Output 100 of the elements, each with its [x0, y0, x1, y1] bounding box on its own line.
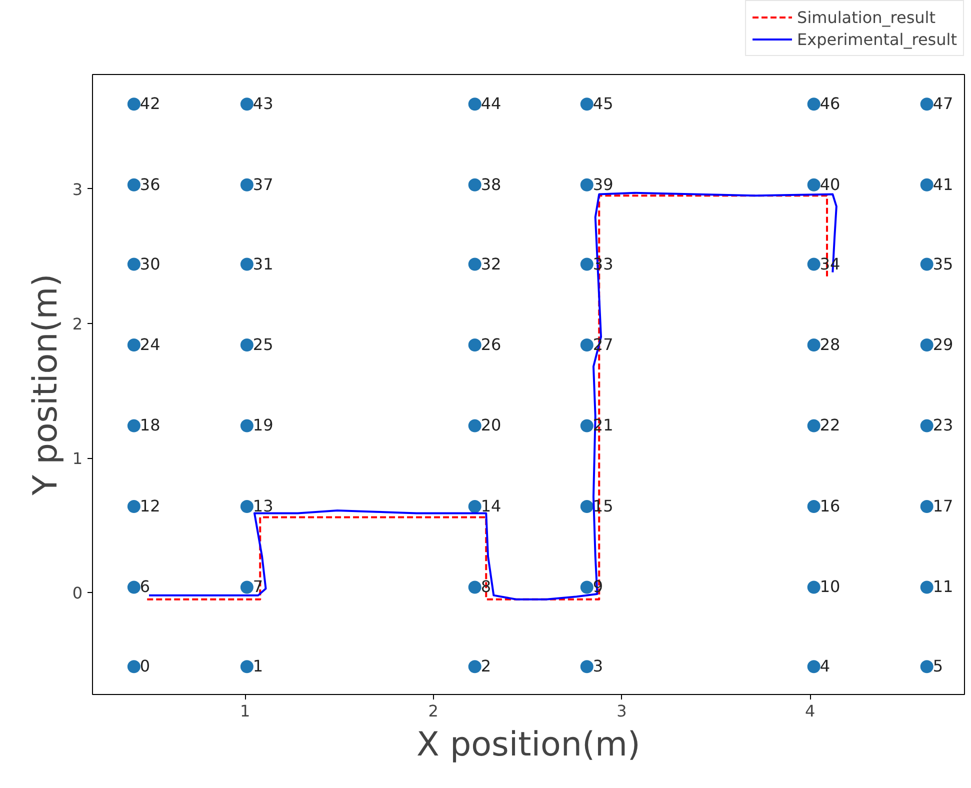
annotation: 28 [820, 335, 840, 354]
annotation: 17 [932, 496, 954, 516]
annotation: 5 [932, 656, 944, 676]
annotation: 44 [480, 94, 502, 114]
legend-label: Simulation_result [797, 8, 936, 26]
point [240, 500, 254, 513]
annotation: 46 [820, 94, 840, 114]
point [468, 660, 482, 674]
point [807, 258, 820, 271]
x-tick-label: 2 [428, 702, 438, 720]
annotation: 43 [252, 94, 274, 114]
annotation: 7 [252, 577, 264, 596]
x-tick-label: 4 [804, 702, 816, 720]
point [468, 258, 482, 271]
point [127, 258, 140, 271]
point [468, 98, 482, 111]
annotation: 0 [140, 656, 150, 676]
point [920, 660, 934, 674]
annotation: 10 [820, 577, 840, 596]
y-tick-label: 1 [72, 449, 83, 468]
annotation: 32 [480, 254, 502, 274]
point [920, 258, 934, 271]
point [920, 580, 934, 594]
point [807, 660, 820, 674]
point [240, 98, 254, 111]
point [920, 98, 934, 111]
annotation: 47 [932, 94, 954, 114]
point [127, 660, 140, 674]
annotation: 8 [480, 577, 492, 596]
annotation: 25 [252, 335, 274, 354]
point [240, 178, 254, 192]
legend-label: Experimental_result [797, 30, 957, 48]
annotation: 19 [252, 416, 274, 435]
point [920, 419, 934, 432]
annotation: 3 [592, 656, 604, 676]
x-axis-title: X position(m) [416, 724, 640, 764]
annotation: 36 [140, 174, 160, 194]
annotation: 22 [820, 416, 840, 435]
point [468, 178, 482, 192]
annotation: 14 [480, 496, 502, 516]
annotation: 1 [252, 656, 264, 676]
point [468, 419, 482, 432]
point [127, 580, 140, 594]
annotation: 31 [252, 254, 274, 274]
annotation: 41 [932, 174, 954, 194]
y-tick-label: 0 [72, 584, 83, 603]
point [468, 580, 482, 594]
point [920, 500, 934, 513]
point [920, 338, 934, 352]
annotation: 6 [140, 577, 150, 596]
point [240, 580, 254, 594]
point [920, 178, 934, 192]
point [807, 419, 820, 432]
point [807, 338, 820, 352]
point [807, 500, 820, 513]
point [807, 178, 820, 192]
point [807, 98, 820, 111]
annotation: 29 [932, 335, 954, 354]
annotation: 20 [480, 416, 502, 435]
y-tick-label: 3 [72, 180, 83, 199]
point [468, 500, 482, 513]
annotation: 2 [480, 656, 492, 676]
annotation: 15 [592, 496, 614, 516]
point [468, 338, 482, 352]
annotation: 16 [820, 496, 840, 516]
annotation: 4 [820, 656, 830, 676]
x-tick-label: 3 [616, 702, 627, 720]
annotation: 18 [140, 416, 160, 435]
point [807, 580, 820, 594]
point [127, 98, 140, 111]
annotation: 30 [140, 254, 160, 274]
point [127, 178, 140, 192]
annotation: 12 [140, 496, 160, 516]
point [580, 98, 594, 111]
point [127, 419, 140, 432]
point [240, 258, 254, 271]
point [580, 178, 594, 192]
point [580, 419, 594, 432]
point [240, 419, 254, 432]
point [580, 580, 594, 594]
y-axis-title: Y position(m) [25, 274, 64, 496]
annotation: 23 [932, 416, 954, 435]
annotation: 13 [252, 496, 274, 516]
annotation: 42 [140, 94, 160, 114]
annotation: 35 [932, 254, 954, 274]
annotation: 26 [480, 335, 502, 354]
annotation: 11 [932, 577, 954, 596]
point [240, 338, 254, 352]
annotation: 37 [252, 174, 274, 194]
point [580, 660, 594, 674]
x-tick-label: 1 [240, 702, 250, 720]
point [580, 258, 594, 271]
point [580, 338, 594, 352]
annotation: 40 [820, 174, 840, 194]
annotation: 39 [592, 174, 614, 194]
point [580, 500, 594, 513]
annotation: 24 [140, 335, 160, 354]
point [127, 500, 140, 513]
point [240, 660, 254, 674]
annotation: 38 [480, 174, 502, 194]
